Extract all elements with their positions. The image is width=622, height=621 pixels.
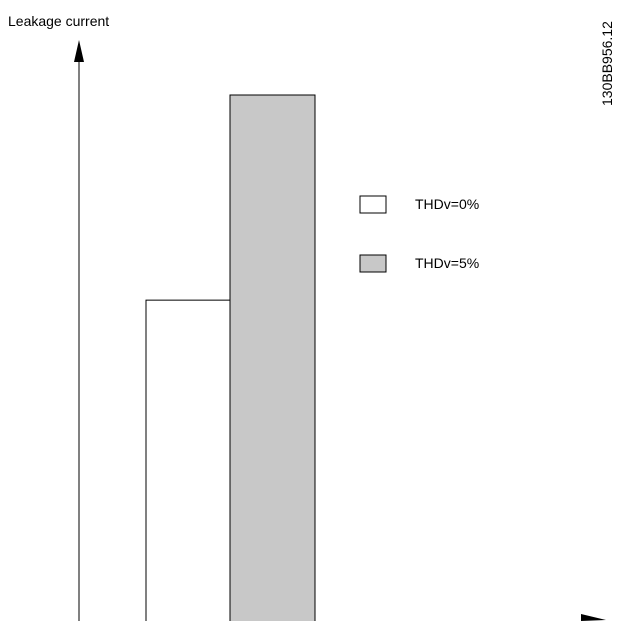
bar-thdv-0 [145, 299, 232, 621]
x-axis-arrowhead [581, 614, 606, 621]
y-axis-arrowhead [74, 40, 84, 62]
legend: THDv=0% THDv=5% [359, 195, 479, 273]
y-axis-label: Leakage current [8, 13, 109, 29]
legend-label-thdv-5: THDv=5% [415, 255, 479, 271]
bars-group [145, 94, 316, 621]
legend-swatch-thdv-5 [359, 254, 387, 273]
bar-thdv-5 [229, 94, 316, 621]
figure-id: 130BB956.12 [599, 21, 615, 106]
legend-swatch-thdv-0 [359, 195, 387, 214]
legend-label-thdv-0: THDv=0% [415, 196, 479, 212]
